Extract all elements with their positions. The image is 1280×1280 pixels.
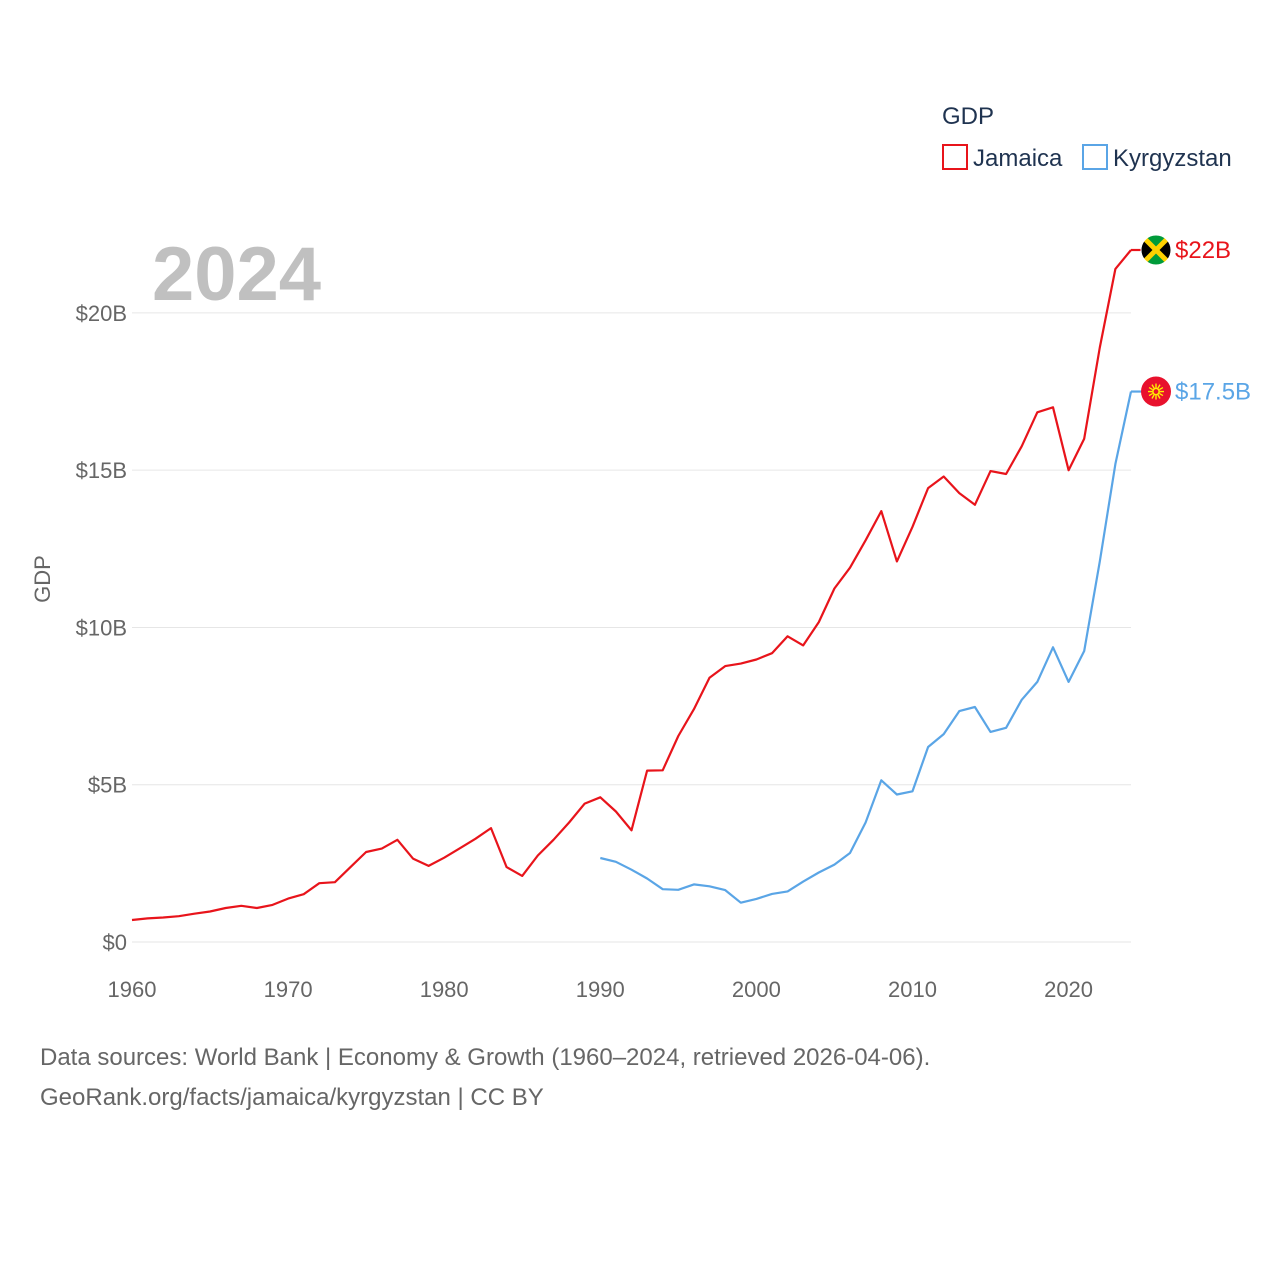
x-tick-label-4: 2000 [732, 977, 781, 1002]
x-tick-label-1: 1970 [264, 977, 313, 1002]
series-line-kyrgyzstan[interactable] [600, 391, 1133, 904]
x-axis-ticks: 1960 1970 1980 1990 2000 2010 2020 [108, 977, 1094, 1002]
y-axis-ticks: $0 $5B $10B $15B $20B [76, 301, 127, 955]
legend-swatch-jamaica [942, 144, 968, 170]
end-label-kyrgyzstan: $17.5B [1175, 379, 1251, 406]
grid-lines [132, 312, 1131, 943]
x-tick-label-0: 1960 [108, 977, 157, 1002]
y-tick-label-2: $10B [76, 615, 127, 640]
y-tick-label-3: $15B [76, 458, 127, 483]
end-label-jamaica: $22B [1175, 237, 1231, 264]
series-end-markers: $22B $17.5B [1131, 234, 1251, 407]
x-tick-label-3: 1990 [576, 977, 625, 1002]
legend-label-kyrgyzstan: Kyrgyzstan [1113, 145, 1232, 172]
jamaica-flag-icon [1140, 234, 1172, 266]
x-tick-label-5: 2010 [888, 977, 937, 1002]
legend-item-jamaica[interactable]: Jamaica [942, 144, 1063, 172]
source-note: Data sources: World Bank | Economy & Gro… [40, 1044, 931, 1071]
y-axis-title: GDP [30, 555, 55, 603]
source-link[interactable]: GeoRank.org/facts/jamaica/kyrgyzstan | C… [40, 1084, 544, 1111]
legend-item-kyrgyzstan[interactable]: Kyrgyzstan [1082, 144, 1232, 172]
legend-swatch-kyrgyzstan [1082, 144, 1108, 170]
year-watermark: 2024 [152, 232, 321, 317]
y-tick-label-1: $5B [88, 773, 127, 798]
series-line-jamaica[interactable] [131, 249, 1132, 922]
series-lines [131, 249, 1133, 922]
x-tick-label-2: 1980 [420, 977, 469, 1002]
legend: GDP Jamaica Kyrgyzstan [942, 103, 1232, 172]
legend-title: GDP [942, 103, 994, 130]
x-tick-label-6: 2020 [1044, 977, 1093, 1002]
y-tick-label-4: $20B [76, 301, 127, 326]
legend-label-jamaica: Jamaica [973, 145, 1063, 172]
kyrgyzstan-flag-icon [1141, 376, 1171, 407]
y-tick-label-0: $0 [103, 930, 127, 955]
